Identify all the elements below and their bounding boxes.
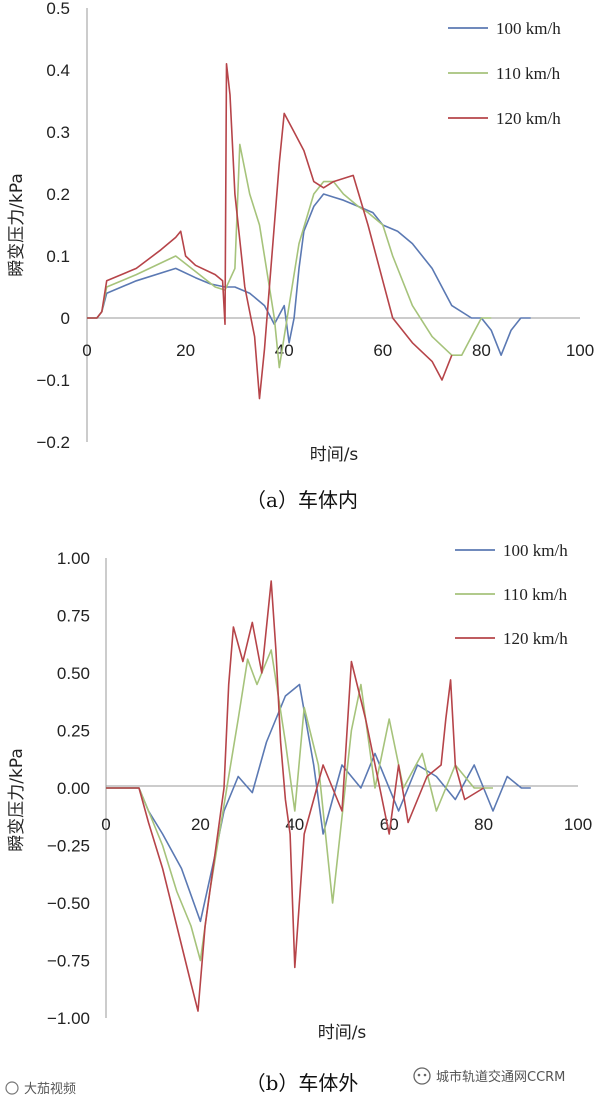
x-tick-label: 0 [101,815,110,834]
chart-b-x-label: 时间/s [318,1023,367,1043]
legend-label: 100 km/h [496,19,561,38]
chart-a-x-ticks: 0 20 40 60 80 100 [82,341,594,360]
x-tick-label: 100 [564,815,592,834]
y-tick-label: 0.4 [46,61,70,80]
chart-a-y-ticks: −0.2 −0.1 0 0.1 0.2 0.3 0.4 0.5 [36,0,70,452]
x-tick-label: 80 [472,341,491,360]
chart-b-series [106,580,531,1012]
series-line [106,683,531,923]
legend-label: 120 km/h [496,109,561,128]
y-tick-label: −0.50 [47,894,90,913]
x-tick-label: 60 [380,815,399,834]
chart-b: −1.00 −0.75 −0.50 −0.25 0.00 0.25 0.50 0.75 1.00… [7,541,592,1095]
watermark-right-text: 城市轨道交通网CCRM [436,1069,565,1085]
x-tick-label: 20 [191,815,210,834]
x-tick-label: 80 [474,815,493,834]
chart-b-legend: 100 km/h 110 km/h 120 km/h [455,541,568,648]
y-tick-label: 0.5 [46,0,70,18]
y-tick-label: 1.00 [57,549,90,568]
x-tick-label: 100 [566,341,594,360]
wechat-icon-dot [417,1073,421,1077]
y-tick-label: −0.2 [36,433,70,452]
wechat-icon [413,1067,431,1085]
chart-a-series [87,62,531,400]
chart-b-caption: （b）车体外 [246,1071,359,1095]
y-tick-label: 0.1 [46,247,70,266]
y-tick-label: 0.25 [57,722,90,741]
y-tick-label: 0.00 [57,779,90,798]
chart-b-y-label: 瞬变压力/kPa [7,748,27,851]
series-line [87,143,492,369]
x-tick-label: 40 [275,341,294,360]
chart-a-x-label: 时间/s [310,445,359,465]
watermark-right: 城市轨道交通网CCRM [413,1067,565,1085]
series-line [87,193,531,357]
series-line [106,649,493,962]
x-tick-label: 0 [82,341,91,360]
legend-label: 110 km/h [496,64,561,83]
chart-b-y-ticks: −1.00 −0.75 −0.50 −0.25 0.00 0.25 0.50 0.75 1.00 [47,549,90,1028]
y-tick-label: 0.2 [46,185,70,204]
y-tick-label: −0.75 [47,952,90,971]
series-line [106,580,485,1012]
legend-label: 100 km/h [503,541,568,560]
chart-a-caption: （a）车体内 [246,488,358,512]
x-tick-label: 60 [373,341,392,360]
watermark-left-text: 大茄视频 [24,1082,76,1097]
series-line [87,62,453,400]
x-tick-label: 20 [176,341,195,360]
legend-label: 110 km/h [503,585,568,604]
y-tick-label: −0.25 [47,837,90,856]
y-tick-label: −1.00 [47,1009,90,1028]
y-tick-label: 0 [61,309,70,328]
y-tick-label: 0.75 [57,607,90,626]
chart-a: −0.2 −0.1 0 0.1 0.2 0.3 0.4 0.5 0 20 40 60 80 100 10… [7,0,594,512]
camera-icon [5,1081,19,1095]
wechat-icon-dot-2 [423,1073,427,1077]
chart-b-x-ticks: 0 20 40 60 80 100 [101,815,592,834]
y-tick-label: −0.1 [36,371,70,390]
chart-a-legend: 100 km/h 110 km/h 120 km/h [448,19,561,128]
y-tick-label: 0.3 [46,123,70,142]
legend-label: 120 km/h [503,629,568,648]
y-tick-label: 0.50 [57,664,90,683]
chart-a-y-label: 瞬变压力/kPa [7,173,27,276]
watermark-left: 大茄视频 [5,1081,76,1097]
